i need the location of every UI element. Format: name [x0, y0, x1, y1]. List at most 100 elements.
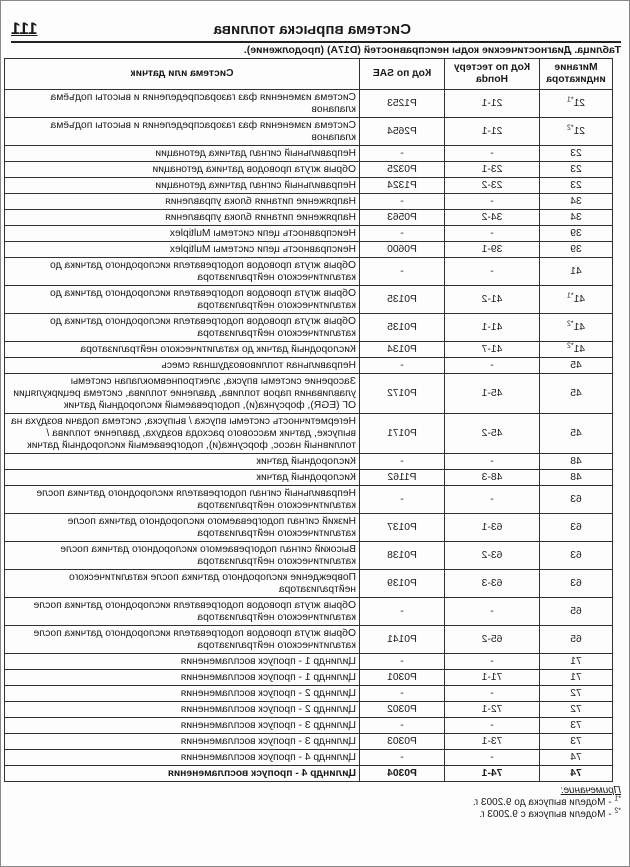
honda-code-cell: - — [444, 145, 540, 162]
flash-cell: 63 — [539, 513, 613, 542]
flash-cell-text: 65 — [570, 633, 582, 645]
sae-code-cell-text: P1324 — [387, 179, 417, 191]
description-cell: Кислородный датчик — [4, 453, 360, 470]
sae-code-cell-text: - — [400, 195, 404, 207]
honda-code-cell-text: 48-3 — [481, 471, 503, 483]
sae-code-cell: - — [359, 145, 445, 162]
honda-code-cell: 65-2 — [444, 625, 540, 654]
flash-cell-text: 39 — [570, 227, 582, 239]
flash-cell: 65 — [539, 597, 613, 626]
sae-code-cell-text: - — [400, 227, 404, 239]
sae-code-cell-text: P0134 — [387, 343, 417, 355]
flash-cell: 63 — [539, 541, 613, 570]
flash-cell: 73 — [539, 733, 613, 750]
honda-code-cell-text: 65-2 — [481, 633, 503, 645]
flash-cell: 48 — [539, 453, 613, 470]
table-row: 41*2 41-7 P0134 Кислородный датчик до катал… — [4, 341, 613, 358]
honda-code-cell-text: 45-1 — [481, 387, 503, 399]
description-cell-text: Неправильный сигнал подогревателя кислор… — [36, 487, 356, 511]
notes: Примечание: *1 - Модели выпуска до 9.200… — [5, 785, 621, 821]
table-row: 45 45-2 P0171 Негерметичность системы впуск… — [4, 413, 613, 454]
description-cell-text: Цилиндр 1 - пропуск воспламенения — [180, 655, 356, 667]
description-cell: Цилиндр 3 - пропуск воспламенения — [4, 733, 360, 750]
honda-code-cell: - — [444, 685, 540, 702]
description-cell-text: Цилиндр 4 - пропуск воспламенения — [180, 751, 356, 763]
flash-cell-text: 39 — [570, 243, 582, 255]
sae-code-cell-text: P0303 — [387, 735, 417, 747]
flash-cell: 63 — [539, 569, 613, 598]
honda-code-cell: 74-1 — [444, 765, 540, 782]
sae-code-cell-text: P0135 — [387, 293, 417, 305]
sae-code-cell: P0137 — [359, 513, 445, 542]
flash-cell: 71 — [539, 669, 613, 686]
honda-code-cell-text: - — [490, 719, 494, 731]
flash-cell: 21*1 — [539, 89, 613, 118]
flash-cell: 41*2 — [539, 341, 613, 358]
description-cell-text: Цилиндр 3 - пропуск воспламенения — [180, 719, 356, 731]
description-cell-text: Неправильная топливовоздушная смесь — [161, 359, 356, 371]
flash-cell-text: 45 — [570, 387, 582, 399]
flash-cell-text: 41 — [573, 321, 586, 333]
description-cell-text: Обрыв жгута проводов подогревателя кисло… — [33, 599, 356, 623]
description-cell: Обрыв жгута проводов подогревателя кисло… — [4, 597, 360, 626]
honda-code-cell: 23-1 — [444, 161, 540, 178]
table-row: 23 - - Неправильный сигнал датчика детонаци… — [4, 145, 613, 162]
description-cell: Обрыв жгута проводов подогревателя кисло… — [4, 257, 360, 286]
flash-cell-text: 71 — [570, 655, 582, 667]
honda-code-cell-text: - — [490, 655, 494, 667]
sae-code-cell: - — [359, 193, 445, 210]
description-cell-text: Обрыв жгута проводов подогревателя кисло… — [49, 287, 356, 311]
flash-cell-text: 63 — [570, 521, 582, 533]
flash-cell: 21*2 — [539, 117, 613, 146]
honda-code-cell: 63-3 — [444, 569, 540, 598]
flash-cell: 72 — [539, 701, 613, 718]
flash-cell-text: 63 — [570, 549, 582, 561]
flash-cell-text: 21 — [573, 125, 586, 137]
col-header-system: Система или датчик — [4, 58, 360, 90]
sae-code-cell-text: - — [400, 605, 404, 617]
sae-code-cell: - — [359, 453, 445, 470]
table-row: 48 48-3 P1162 Кислородный датчик — [4, 469, 613, 486]
table-row: 72 72-1 P0302 Цилиндр 2 - пропуск воспламен… — [4, 701, 613, 718]
flash-cell-text: 72 — [570, 703, 582, 715]
sae-code-cell: - — [359, 357, 445, 374]
flash-cell: 41 — [539, 257, 613, 286]
honda-code-cell-text: 21-1 — [481, 125, 503, 137]
sae-code-cell: P0135 — [359, 285, 445, 314]
description-cell: Неисправность цепи системы Multiplex — [4, 225, 360, 242]
description-cell-text: Кислородный датчик — [256, 455, 356, 467]
description-cell: Кислородный датчик — [4, 469, 360, 486]
sae-code-cell-text: P0138 — [387, 549, 417, 561]
honda-code-cell: 48-3 — [444, 469, 540, 486]
sae-code-cell: - — [359, 717, 445, 734]
description-cell: Цилиндр 4 - пропуск воспламенения — [4, 765, 360, 782]
flash-cell-text: 65 — [570, 605, 582, 617]
description-cell: Низкий сигнал подогреваемого кислородног… — [4, 513, 360, 542]
honda-code-cell: - — [444, 749, 540, 766]
honda-code-cell: - — [444, 597, 540, 626]
description-cell: Цилиндр 1 - пропуск воспламенения — [4, 653, 360, 670]
table-row: 71 - - Цилиндр 1 - пропуск воспламенения — [4, 653, 613, 670]
honda-code-cell: - — [444, 193, 540, 210]
description-cell-text: Обрыв жгута проводов подогревателя кисло… — [33, 627, 356, 651]
flash-cell-text: 74 — [570, 767, 582, 779]
table-row: 72 - - Цилиндр 2 - пропуск воспламенения — [4, 685, 613, 702]
honda-code-cell-text: 39-1 — [481, 243, 503, 255]
flash-cell-text: 45 — [570, 359, 582, 371]
honda-code-cell: - — [444, 225, 540, 242]
table-row: 21*2 21-1 P2654 Система изменения фаз газор… — [4, 117, 613, 146]
sae-code-cell: - — [359, 257, 445, 286]
flash-cell-text: 74 — [570, 751, 582, 763]
table-header-row: Мигание индикатора Код по тестеру Honda … — [4, 58, 613, 90]
sae-code-cell: P0135 — [359, 313, 445, 342]
honda-code-cell-text: 41-7 — [481, 343, 503, 355]
description-cell-text: Цилиндр 3 - пропуск воспламенения — [180, 735, 356, 747]
honda-code-cell: 41-2 — [444, 285, 540, 314]
flash-cell-text: 34 — [570, 211, 582, 223]
honda-code-cell-text: - — [490, 195, 494, 207]
flash-cell-text: 23 — [570, 163, 582, 175]
flash-cell: 41*2 — [539, 313, 613, 342]
honda-code-cell: - — [444, 717, 540, 734]
description-cell-text: Негерметичность системы впуска / выпуска… — [11, 415, 356, 451]
sae-code-cell: P1162 — [359, 469, 445, 486]
